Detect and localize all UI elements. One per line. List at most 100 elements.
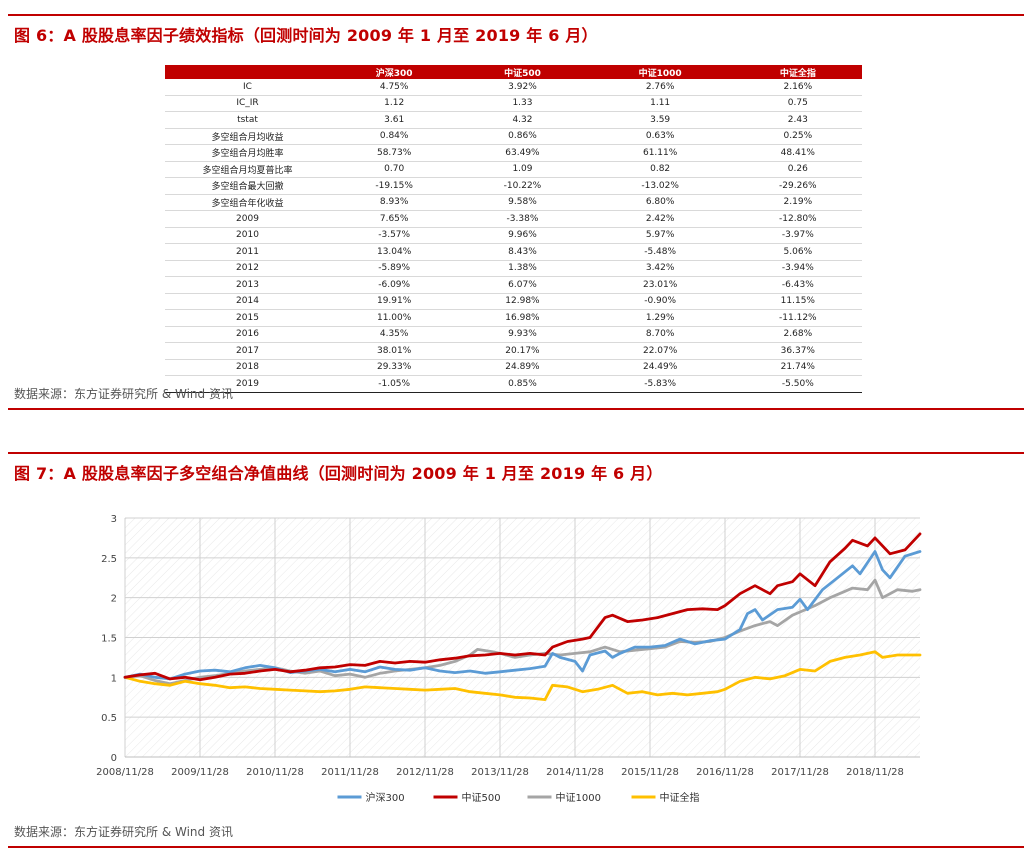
table-cell: 9.96% (458, 227, 587, 244)
table-cell: 0.84% (330, 128, 459, 145)
table-cell: 38.01% (330, 342, 459, 360)
table-cell: 0.70 (330, 161, 459, 178)
table-cell: 8.70% (586, 326, 734, 343)
row-label: 多空组合月均夏普比率 (165, 161, 330, 178)
table-cell: -5.89% (330, 260, 459, 277)
row-label: 多空组合年化收益 (165, 194, 330, 211)
table-cell: 11.00% (330, 309, 459, 327)
table-cell: 21.74% (733, 359, 862, 376)
table-row: 多空组合年化收益 8.93% 9.58% 6.80% 2.19% (165, 194, 862, 211)
y-tick-label: 2.5 (101, 554, 117, 565)
table-row: 2015 11.00% 16.98% 1.29% -11.12% (165, 309, 862, 327)
row-label: 多空组合月均收益 (165, 128, 330, 145)
table-cell: 4.35% (330, 326, 459, 343)
table-cell: -12.80% (733, 210, 862, 228)
y-tick-label: 2 (111, 594, 117, 605)
table-cell: -0.90% (586, 293, 734, 310)
table-cell: 3.42% (586, 260, 734, 277)
table-cell: 1.33 (458, 95, 587, 112)
table-cell: -10.22% (458, 177, 587, 195)
x-tick-label: 2016/11/28 (696, 767, 754, 778)
table-row: 多空组合月均夏普比率 0.70 1.09 0.82 0.26 (165, 161, 862, 178)
bottom-divider (8, 846, 1024, 848)
table-cell: 11.15% (733, 293, 862, 310)
x-tick-label: 2014/11/28 (546, 767, 604, 778)
table-cell: 22.07% (586, 342, 734, 360)
row-label: 2009 (165, 210, 330, 228)
table-cell: 5.06% (733, 243, 862, 261)
top-divider (8, 14, 1024, 16)
table-cell: 6.80% (586, 194, 734, 211)
table-cell: 2.76% (586, 79, 734, 96)
table-cell: -3.94% (733, 260, 862, 277)
y-tick-label: 0.5 (101, 713, 117, 724)
x-tick-label: 2018/11/28 (846, 767, 904, 778)
table-cell: 2.19% (733, 194, 862, 211)
table-cell: 48.41% (733, 144, 862, 162)
row-label: 2010 (165, 227, 330, 244)
row-label: 2017 (165, 342, 330, 360)
table-cell: -5.83% (586, 375, 734, 393)
table-cell: 9.58% (458, 194, 587, 211)
y-tick-label: 1 (111, 673, 117, 684)
row-label: IC_IR (165, 95, 330, 112)
figure7-source: 数据来源：东方证券研究所 & Wind 资讯 (14, 825, 233, 839)
row-label: 多空组合月均胜率 (165, 144, 330, 162)
table-cell: -6.09% (330, 276, 459, 294)
table-row: 多空组合最大回撤 -19.15% -10.22% -13.02% -29.26% (165, 177, 862, 195)
column-header (165, 65, 330, 79)
table-row: 2009 7.65% -3.38% 2.42% -12.80% (165, 210, 862, 228)
table-row: 2018 29.33% 24.89% 24.49% 21.74% (165, 359, 862, 376)
table-row: tstat 3.61 4.32 3.59 2.43 (165, 111, 862, 129)
x-tick-label: 2009/11/28 (171, 767, 229, 778)
series-line-0 (123, 550, 922, 681)
table-cell: 6.07% (458, 276, 587, 294)
table-cell: 23.01% (586, 276, 734, 294)
table-cell: 0.82 (586, 161, 734, 178)
table-cell: 3.59 (586, 111, 734, 129)
column-header: 沪深300 (330, 65, 459, 79)
table-row: 2012 -5.89% 1.38% 3.42% -3.94% (165, 260, 862, 277)
table-cell: 1.12 (330, 95, 459, 112)
x-tick-label: 2015/11/28 (621, 767, 679, 778)
legend-label: 中证全指 (660, 791, 700, 804)
table-cell: 61.11% (586, 144, 734, 162)
table-row: 2010 -3.57% 9.96% 5.97% -3.97% (165, 227, 862, 244)
table-cell: 8.43% (458, 243, 587, 261)
table-row: 多空组合月均胜率 58.73% 63.49% 61.11% 48.41% (165, 144, 862, 162)
x-tick-label: 2011/11/28 (321, 767, 379, 778)
table-cell: -6.43% (733, 276, 862, 294)
table-cell: 36.37% (733, 342, 862, 360)
table-cell: 0.85% (458, 375, 587, 393)
table-cell: 20.17% (458, 342, 587, 360)
table-cell: 29.33% (330, 359, 459, 376)
table-cell: 5.97% (586, 227, 734, 244)
table-cell: 58.73% (330, 144, 459, 162)
table-row: IC 4.75% 3.92% 2.76% 2.16% (165, 79, 862, 96)
table-cell: 8.93% (330, 194, 459, 211)
table-cell: 7.65% (330, 210, 459, 228)
row-label: tstat (165, 111, 330, 129)
table-cell: -5.50% (733, 375, 862, 393)
table-row: 2013 -6.09% 6.07% 23.01% -6.43% (165, 276, 862, 294)
x-tick-label: 2010/11/28 (246, 767, 304, 778)
row-label: 2014 (165, 293, 330, 310)
figure7-top-divider (8, 452, 1024, 454)
table-cell: 4.75% (330, 79, 459, 96)
row-label: 多空组合最大回撤 (165, 177, 330, 195)
series-line-1 (123, 532, 922, 682)
table-header-row: 沪深300 中证500 中证1000 中证全指 (165, 65, 862, 79)
row-label: 2012 (165, 260, 330, 277)
table-cell: 63.49% (458, 144, 587, 162)
column-header: 中证1000 (586, 65, 734, 79)
table-cell: -19.15% (330, 177, 459, 195)
table-cell: 16.98% (458, 309, 587, 327)
x-tick-label: 2013/11/28 (471, 767, 529, 778)
row-label: 2015 (165, 309, 330, 327)
figure7-title: 图 7：A 股股息率因子多空组合净值曲线（回测时间为 2009 年 1 月至 2… (14, 464, 663, 483)
table-cell: 13.04% (330, 243, 459, 261)
table-row: 2014 19.91% 12.98% -0.90% 11.15% (165, 293, 862, 310)
column-header: 中证全指 (733, 65, 862, 79)
table-cell: 1.29% (586, 309, 734, 327)
table-row: 2011 13.04% 8.43% -5.48% 5.06% (165, 243, 862, 261)
